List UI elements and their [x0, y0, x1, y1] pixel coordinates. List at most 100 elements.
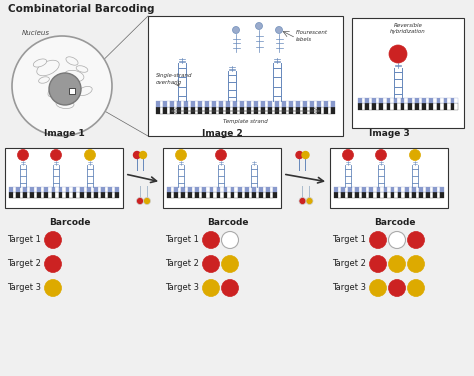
- Bar: [216, 107, 219, 114]
- Bar: [356, 187, 359, 192]
- Bar: [27, 192, 30, 198]
- Bar: [73, 187, 76, 192]
- Bar: [440, 103, 444, 110]
- Bar: [279, 107, 283, 114]
- Bar: [177, 101, 181, 107]
- Circle shape: [389, 232, 405, 249]
- Bar: [105, 187, 109, 192]
- Bar: [409, 192, 412, 198]
- Bar: [272, 107, 275, 114]
- Bar: [268, 101, 272, 107]
- Bar: [268, 107, 272, 114]
- Bar: [283, 101, 286, 107]
- Bar: [30, 192, 34, 198]
- Bar: [45, 187, 48, 192]
- Bar: [62, 187, 66, 192]
- Bar: [195, 192, 199, 198]
- Bar: [363, 192, 366, 198]
- Bar: [387, 103, 390, 110]
- Bar: [370, 192, 373, 198]
- Text: Image 1: Image 1: [44, 129, 84, 138]
- Bar: [296, 107, 300, 114]
- Text: Target 2: Target 2: [332, 259, 366, 268]
- Bar: [289, 101, 293, 107]
- Bar: [337, 187, 341, 192]
- Bar: [331, 107, 335, 114]
- Text: Target 1: Target 1: [7, 235, 41, 244]
- Bar: [205, 101, 209, 107]
- Bar: [259, 187, 263, 192]
- Bar: [220, 192, 224, 198]
- Ellipse shape: [33, 59, 46, 67]
- Bar: [437, 98, 440, 103]
- Bar: [266, 192, 270, 198]
- Circle shape: [255, 23, 263, 29]
- Bar: [226, 107, 230, 114]
- Bar: [261, 107, 265, 114]
- Bar: [279, 101, 283, 107]
- Bar: [408, 103, 411, 110]
- Bar: [300, 107, 303, 114]
- Bar: [41, 187, 45, 192]
- Circle shape: [139, 152, 146, 159]
- Bar: [411, 98, 415, 103]
- Bar: [195, 187, 199, 192]
- Bar: [251, 107, 254, 114]
- Bar: [230, 107, 233, 114]
- Bar: [217, 192, 220, 198]
- Bar: [380, 187, 383, 192]
- Text: Target 3: Target 3: [332, 284, 366, 293]
- Bar: [228, 187, 231, 192]
- Bar: [325, 107, 328, 114]
- Bar: [447, 103, 451, 110]
- Bar: [387, 187, 391, 192]
- Bar: [365, 98, 369, 103]
- Bar: [19, 192, 23, 198]
- Ellipse shape: [48, 85, 62, 97]
- Bar: [166, 101, 170, 107]
- Ellipse shape: [78, 86, 92, 96]
- Bar: [66, 187, 69, 192]
- Bar: [348, 192, 352, 198]
- Text: Barcode: Barcode: [207, 218, 248, 227]
- Bar: [348, 187, 352, 192]
- Bar: [59, 187, 62, 192]
- Bar: [191, 107, 195, 114]
- Bar: [383, 192, 387, 198]
- Bar: [148, 16, 343, 136]
- Bar: [419, 192, 423, 198]
- Bar: [202, 192, 206, 198]
- Bar: [263, 187, 266, 192]
- Bar: [242, 192, 245, 198]
- Bar: [210, 187, 213, 192]
- Ellipse shape: [37, 60, 59, 76]
- Bar: [394, 187, 398, 192]
- Bar: [202, 187, 206, 192]
- Circle shape: [49, 73, 81, 105]
- Bar: [235, 187, 238, 192]
- Bar: [433, 103, 437, 110]
- Bar: [303, 101, 307, 107]
- Bar: [228, 192, 231, 198]
- Bar: [397, 98, 401, 103]
- Bar: [366, 187, 370, 192]
- Bar: [318, 107, 321, 114]
- Bar: [412, 192, 416, 198]
- Bar: [270, 192, 273, 198]
- Circle shape: [45, 256, 62, 273]
- Bar: [206, 187, 210, 192]
- Ellipse shape: [66, 57, 78, 65]
- Bar: [247, 101, 251, 107]
- Bar: [307, 101, 310, 107]
- Bar: [231, 187, 235, 192]
- Bar: [199, 192, 202, 198]
- Bar: [455, 103, 458, 110]
- Bar: [433, 192, 437, 198]
- Bar: [23, 187, 27, 192]
- Bar: [163, 101, 166, 107]
- Bar: [331, 101, 335, 107]
- Bar: [188, 107, 191, 114]
- Bar: [422, 103, 426, 110]
- Bar: [9, 187, 12, 192]
- Bar: [430, 187, 433, 192]
